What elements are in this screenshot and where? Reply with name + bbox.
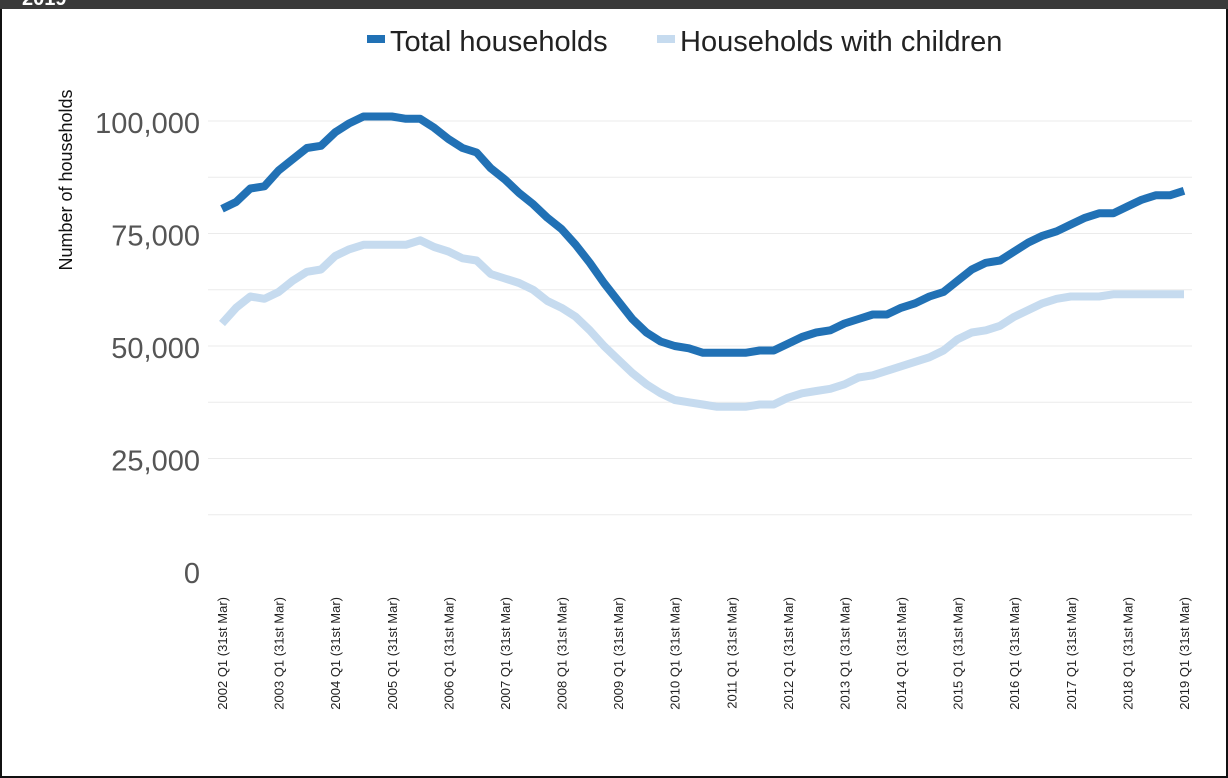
x-tick-label: 2013 Q1 (31st Mar) — [837, 597, 852, 710]
x-tick-label: 2016 Q1 (31st Mar) — [1007, 597, 1022, 710]
series-line — [220, 112, 1186, 357]
x-tick-label: 2019 Q1 (31st Mar) — [1177, 597, 1192, 710]
x-tick-label: 2008 Q1 (31st Mar) — [555, 597, 570, 710]
legend-label[interactable]: Total households — [390, 26, 608, 58]
legend-swatch — [367, 35, 385, 43]
y-tick-label: 75,000 — [111, 221, 200, 253]
window-title-bar: 2019 — [0, 0, 1228, 9]
x-tick-label: 2017 Q1 (31st Mar) — [1064, 597, 1079, 710]
x-tick-label: 2007 Q1 (31st Mar) — [498, 597, 513, 710]
y-axis: 0 25,000 50,000 75,000 100,000 — [95, 108, 200, 590]
legend-swatch — [657, 35, 675, 43]
series-line — [219, 236, 1184, 411]
x-tick-label: 2018 Q1 (31st Mar) — [1120, 597, 1135, 710]
x-tick-label: 2015 Q1 (31st Mar) — [951, 597, 966, 710]
x-tick-label: 2011 Q1 (31st Mar) — [724, 597, 739, 709]
y-tick-label: 25,000 — [111, 446, 200, 478]
x-tick-label: 2004 Q1 (31st Mar) — [328, 597, 343, 710]
y-tick-label: 0 — [184, 558, 200, 590]
x-tick-label: 2005 Q1 (31st Mar) — [385, 597, 400, 710]
x-tick-label: 2014 Q1 (31st Mar) — [894, 597, 909, 710]
gridlines — [208, 120, 1192, 516]
series-lines — [219, 112, 1186, 411]
x-tick-label: 2006 Q1 (31st Mar) — [441, 597, 456, 710]
y-axis-label: Number of households — [56, 89, 76, 270]
x-tick-label: 2009 Q1 (31st Mar) — [611, 597, 626, 710]
x-axis: 2002 Q1 (31st Mar) 2003 Q1 (31st Mar) 2004… — [215, 597, 1192, 710]
y-tick-label: 100,000 — [95, 108, 200, 140]
legend[interactable]: Total households Households with children — [367, 26, 1002, 58]
legend-label[interactable]: Households with children — [680, 26, 1002, 58]
x-tick-label: 2012 Q1 (31st Mar) — [781, 597, 796, 710]
y-tick-label: 50,000 — [111, 333, 200, 365]
x-tick-label: 2003 Q1 (31st Mar) — [272, 597, 287, 710]
x-tick-label: 2002 Q1 (31st Mar) — [215, 597, 230, 710]
x-tick-label: 2010 Q1 (31st Mar) — [668, 597, 683, 710]
title-fragment: 2019 — [22, 0, 67, 9]
